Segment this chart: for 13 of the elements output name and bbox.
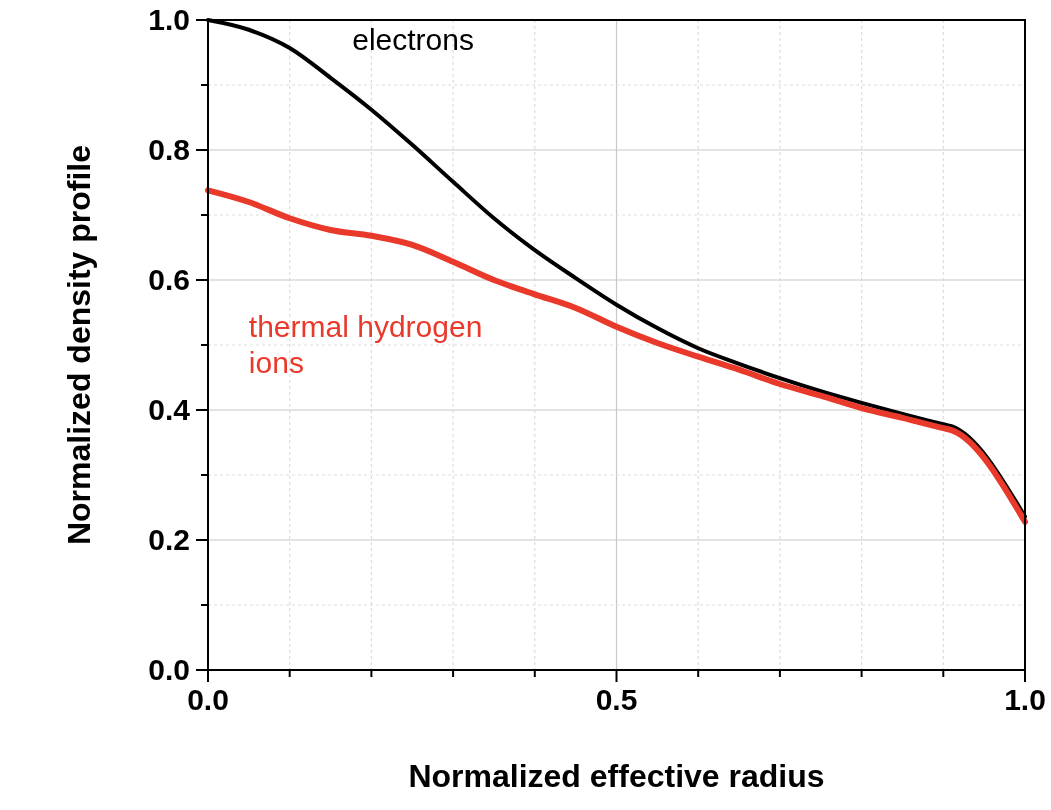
series-label: thermal hydrogen ions [248, 310, 483, 379]
y-tick-label: 0.8 [148, 133, 190, 166]
x-tick-label: 0.5 [595, 683, 638, 716]
y-tick-label: 0.6 [148, 263, 190, 296]
x-axis-title: Normalized effective radius [408, 758, 825, 794]
y-tick-label: 0.4 [148, 393, 191, 426]
series-label: electrons [352, 22, 474, 56]
y-tick-label: 0.2 [148, 523, 190, 556]
x-tick-label: 0.0 [187, 683, 229, 716]
y-tick-label: 1.0 [148, 3, 190, 36]
x-tick-label: 1.0 [1004, 683, 1046, 716]
y-tick-label: 0.0 [148, 653, 190, 686]
y-axis-title: Normalized density profile [61, 144, 97, 546]
